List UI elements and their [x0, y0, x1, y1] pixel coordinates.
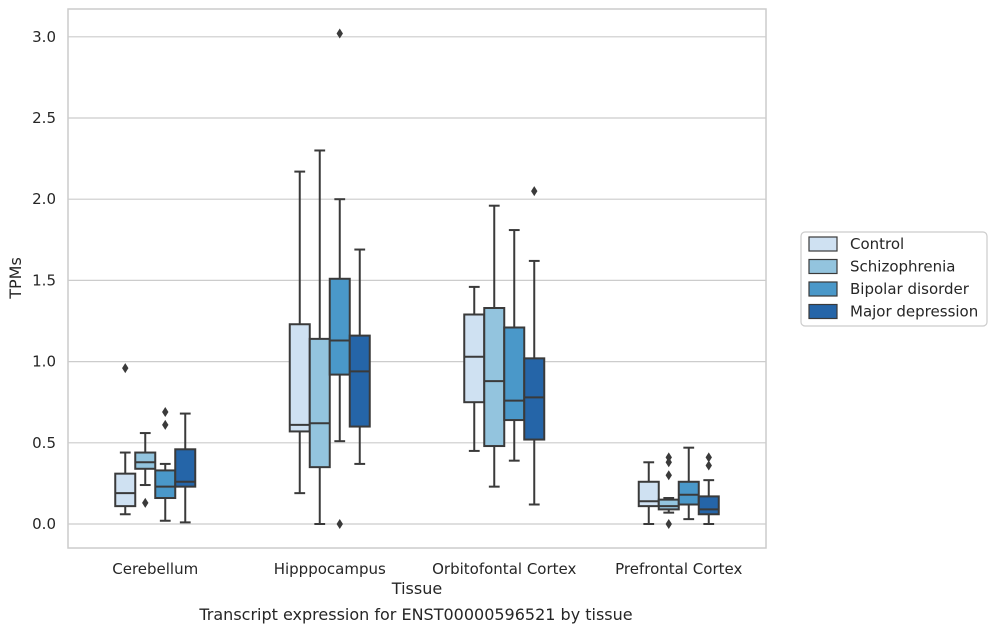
outlier-point [705, 452, 712, 463]
legend-swatch [808, 303, 838, 320]
y-tick-label: 2.0 [32, 190, 56, 208]
box-iqr [134, 451, 157, 470]
box [637, 461, 660, 525]
y-axis-ticks: 0.0 0.5 1.0 1.5 2.0 2.5 3.0 [32, 28, 56, 533]
plot-boxes [114, 28, 720, 529]
y-axis-label: TPMs [6, 257, 25, 300]
legend-label: Control [850, 235, 904, 253]
box [174, 412, 197, 524]
box-iqr [503, 326, 526, 422]
outlier-point [162, 406, 169, 417]
box [328, 28, 351, 529]
box-iqr [348, 334, 371, 428]
outlier-point [162, 419, 169, 430]
legend-frame [800, 231, 988, 327]
gridlines [68, 36, 766, 525]
box [697, 452, 720, 525]
y-tick-label: 0.0 [32, 515, 56, 533]
box [154, 406, 177, 522]
box [348, 248, 371, 465]
outlier-point [665, 470, 672, 481]
legend-swatch [808, 236, 838, 252]
box-iqr [308, 337, 331, 469]
outlier-point [142, 497, 149, 508]
x-tick-label: Orbitofontal Cortex [432, 560, 576, 578]
outlier-point [336, 519, 343, 529]
y-tick-label: 2.5 [32, 109, 56, 127]
box-iqr [328, 277, 351, 376]
y-tick-label: 1.5 [32, 271, 56, 289]
x-tick-label: Cerebellum [112, 560, 198, 578]
box-iqr [114, 472, 137, 508]
box-iqr [463, 313, 486, 404]
box [483, 204, 506, 488]
outlier-point [665, 519, 672, 529]
box [677, 446, 700, 521]
box [463, 285, 486, 452]
outlier-point [336, 28, 343, 39]
x-tick-label: Prefrontal Cortex [615, 560, 742, 578]
legend-label: Schizophrenia [850, 258, 955, 276]
y-tick-label: 0.5 [32, 434, 56, 452]
chart-caption: Transcript expression for ENST0000059652… [199, 605, 633, 624]
x-axis-label: Tissue [391, 579, 442, 598]
legend-label: Major depression [850, 303, 978, 321]
box-iqr [483, 307, 506, 448]
box-iqr [697, 495, 720, 516]
plot-frame [67, 8, 767, 549]
box-iqr [174, 448, 197, 488]
outlier-point [122, 363, 129, 374]
legend-swatch [808, 281, 838, 297]
box-iqr [677, 480, 700, 506]
x-axis-ticks: Cerebellum Hipppocampus Orbitofontal Corte… [112, 560, 742, 578]
outlier-point [705, 460, 712, 471]
outlier-point [531, 186, 538, 197]
box-iqr [637, 480, 660, 508]
box-iqr [154, 469, 177, 500]
legend-label: Bipolar disorder [850, 280, 970, 298]
y-tick-label: 3.0 [32, 28, 56, 46]
y-tick-label: 1.0 [32, 353, 56, 371]
box [114, 363, 137, 516]
x-tick-label: Hipppocampus [274, 560, 386, 578]
box [523, 186, 546, 506]
outlier-point [665, 452, 672, 463]
box [657, 452, 680, 529]
box [288, 170, 311, 495]
box [308, 149, 331, 525]
box-iqr [657, 498, 680, 511]
box [503, 229, 526, 462]
legend: Control Schizophrenia Bipolar disorder Majo… [800, 231, 988, 327]
box-iqr [523, 357, 546, 441]
box [134, 432, 157, 508]
legend-swatch [808, 258, 838, 275]
box-iqr [288, 323, 311, 433]
